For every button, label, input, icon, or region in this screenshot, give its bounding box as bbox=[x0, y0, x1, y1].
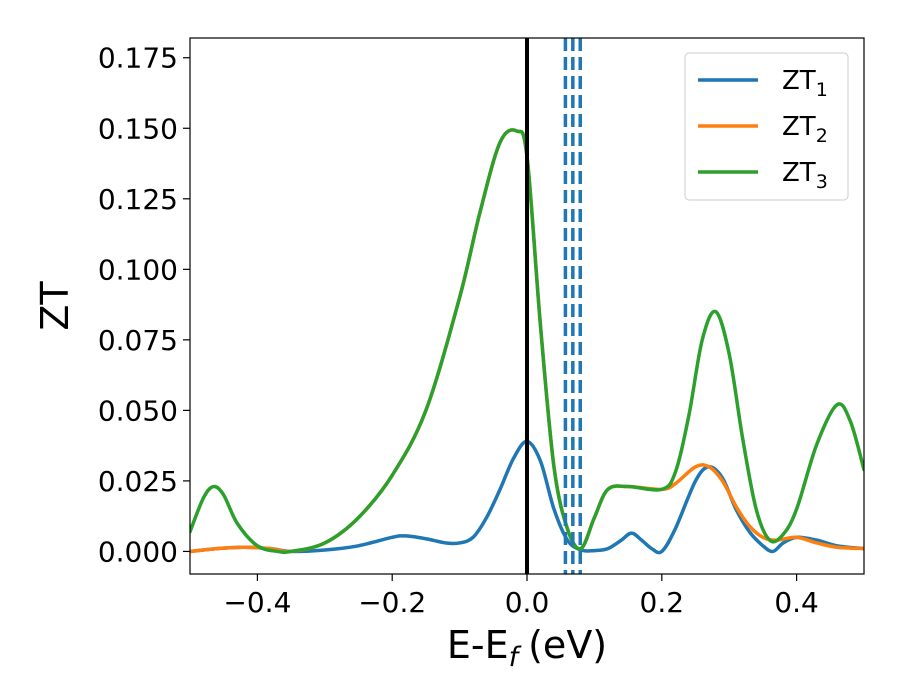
y-tick-label: 0.000 bbox=[98, 535, 178, 568]
x-axis-label: E-Ef (eV) bbox=[447, 623, 607, 673]
x-axis-ticks: −0.4 −0.2 0.0 0.2 0.4 bbox=[223, 574, 819, 619]
series-line-zt3 bbox=[190, 128, 864, 555]
x-tick-label: −0.4 bbox=[223, 586, 291, 619]
y-tick-label: 0.050 bbox=[98, 394, 178, 427]
x-tick-label: −0.2 bbox=[358, 586, 426, 619]
y-tick-label: 0.150 bbox=[98, 112, 178, 145]
series-layer bbox=[190, 128, 864, 555]
y-tick-label: 0.100 bbox=[98, 253, 178, 286]
x-tick-label: 0.4 bbox=[774, 586, 819, 619]
legend-label-zt3: ZT3 bbox=[782, 158, 828, 193]
legend-label-zt2: ZT2 bbox=[782, 112, 828, 147]
y-tick-label: 0.075 bbox=[98, 324, 178, 357]
y-axis-ticks: 0.000 0.025 0.050 0.075 0.100 0.125 0.150 0.175 bbox=[98, 42, 190, 568]
y-tick-label: 0.175 bbox=[98, 42, 178, 75]
y-axis-label: ZT bbox=[33, 281, 77, 331]
y-tick-label: 0.125 bbox=[98, 183, 178, 216]
reference-lines bbox=[525, 38, 582, 574]
x-tick-label: 0.2 bbox=[640, 586, 685, 619]
y-tick-label: 0.025 bbox=[98, 465, 178, 498]
legend-label-zt1: ZT1 bbox=[782, 66, 828, 101]
x-tick-label: 0.0 bbox=[505, 586, 550, 619]
legend: ZT1 ZT2 ZT3 bbox=[684, 52, 849, 201]
legend-frame bbox=[684, 52, 849, 201]
